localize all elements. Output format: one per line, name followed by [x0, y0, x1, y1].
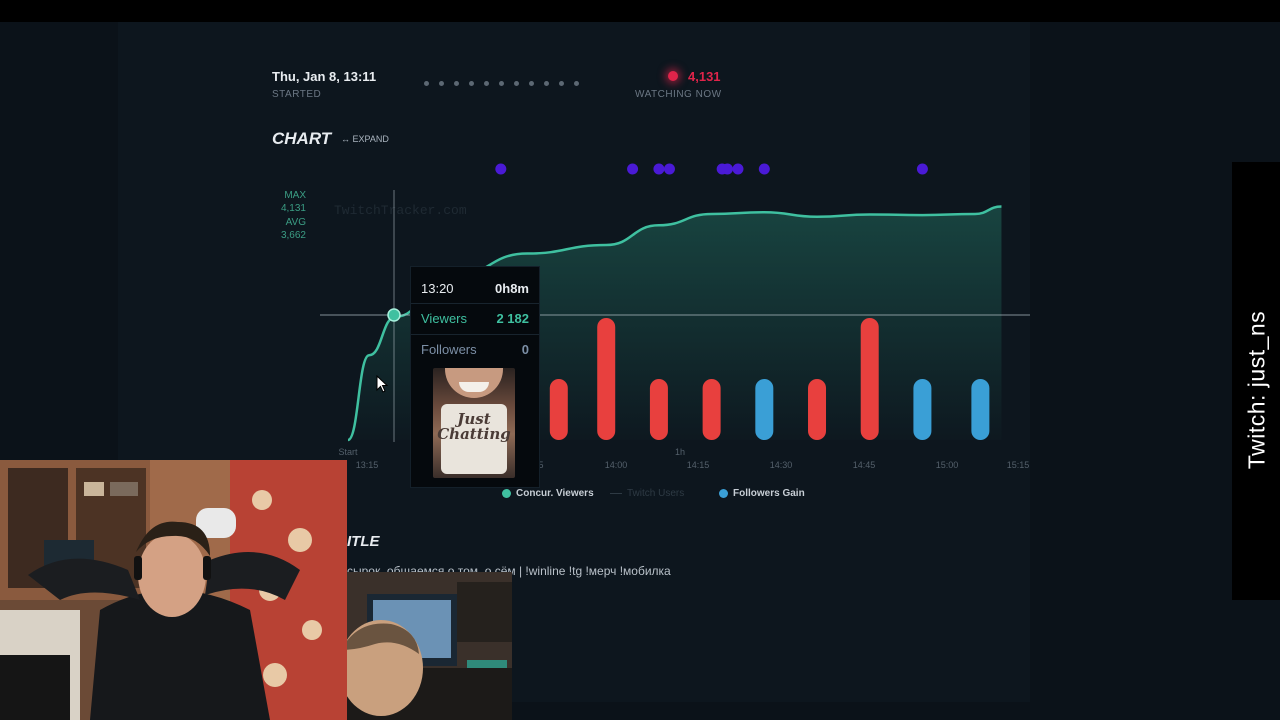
- tooltip-followers-value: 0: [521, 342, 529, 357]
- x-tick-label: 5: [538, 460, 543, 470]
- thumbnail-text: Just Chatting: [437, 410, 511, 443]
- x-tick-label: 14:00: [605, 460, 628, 470]
- tooltip-duration: 0h8m: [495, 281, 529, 296]
- followers-bar-3: [649, 379, 668, 440]
- expand-button[interactable]: ↔ EXPAND: [341, 134, 389, 144]
- side-banner: [1232, 162, 1280, 600]
- followers-bar-1: [549, 379, 568, 440]
- x-tick-label: 14:30: [770, 460, 793, 470]
- x-tick-label: 13:15: [356, 460, 379, 470]
- x-tick-label: 14:15: [687, 460, 710, 470]
- channel-handle: Twitch: just_ns: [1243, 310, 1270, 470]
- progress-dots: [424, 81, 579, 86]
- event-marker-7: [732, 163, 744, 175]
- chart-heading: CHART: [272, 129, 332, 148]
- watching-now-label: WATCHING NOW: [635, 89, 722, 100]
- event-marker-4: [663, 163, 675, 175]
- x-tick-label: 15:00: [936, 460, 959, 470]
- legend-twitch-users[interactable]: Twitch Users: [610, 488, 684, 499]
- hover-point: [387, 308, 401, 322]
- followers-bar-4: [702, 379, 721, 440]
- event-marker-1: [495, 163, 507, 175]
- started-value: Thu, Jan 8, 13:11: [272, 69, 377, 84]
- event-marker-9: [916, 163, 928, 175]
- top-bar: [0, 0, 1280, 22]
- event-marker-2: [627, 163, 639, 175]
- followers-bar-5: [755, 379, 774, 440]
- legend-followers[interactable]: Followers Gain: [719, 488, 805, 499]
- avg-value: 3,662: [280, 230, 306, 241]
- watermark: TwitchTracker.com: [334, 203, 467, 218]
- tooltip-time: 13:20: [421, 281, 454, 296]
- chart-tooltip: 13:20 0h8m Viewers 2 182 Followers 0 Jus…: [410, 266, 540, 488]
- event-marker-3: [653, 163, 665, 175]
- followers-bar-2: [597, 318, 616, 440]
- tooltip-viewers-value: 2 182: [496, 311, 529, 326]
- title-heading: ITLE: [347, 533, 380, 550]
- legend-twitch-users-swatch: [610, 492, 622, 495]
- tooltip-viewers-label: Viewers: [421, 311, 468, 326]
- event-marker-8: [758, 163, 770, 175]
- followers-bar-8: [913, 379, 932, 440]
- x-tick-label: Start: [338, 447, 358, 457]
- webcam-right: [347, 572, 512, 720]
- legend-viewers-swatch: [502, 489, 511, 498]
- followers-bar-7: [860, 318, 879, 440]
- started-label: STARTED: [272, 89, 322, 100]
- live-indicator-icon: [668, 71, 678, 81]
- followers-bar-6: [808, 379, 827, 440]
- watching-now-value: 4,131: [688, 69, 721, 84]
- max-value: 4,131: [280, 203, 306, 214]
- avg-label: AVG: [285, 217, 306, 228]
- tooltip-followers-label: Followers: [421, 342, 477, 357]
- x-tick-label: 14:45: [853, 460, 876, 470]
- category-thumbnail: Just Chatting: [433, 368, 515, 478]
- legend-viewers-label: Concur. Viewers: [516, 488, 594, 499]
- x-tick-label: 15:15: [1007, 460, 1030, 470]
- webcam-left: [0, 460, 347, 720]
- max-label: MAX: [284, 190, 306, 201]
- legend-viewers[interactable]: Concur. Viewers: [502, 488, 594, 499]
- legend-followers-label: Followers Gain: [733, 488, 805, 499]
- mouse-cursor-icon: [376, 375, 389, 393]
- followers-bar-9: [971, 379, 990, 440]
- legend-followers-swatch: [719, 489, 728, 498]
- legend-twitch-users-label: Twitch Users: [627, 488, 685, 499]
- event-marker-6: [721, 163, 733, 175]
- x-tick-label: 1h: [675, 447, 685, 457]
